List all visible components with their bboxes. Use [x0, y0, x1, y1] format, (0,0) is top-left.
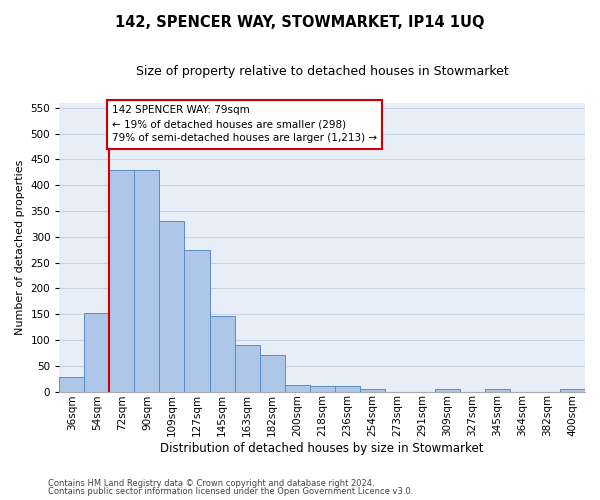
Bar	[184, 250, 209, 392]
Bar	[310, 386, 335, 392]
Text: Contains HM Land Registry data © Crown copyright and database right 2024.: Contains HM Land Registry data © Crown c…	[48, 478, 374, 488]
Bar	[335, 386, 360, 392]
Bar	[134, 170, 160, 392]
Bar	[160, 222, 184, 392]
Bar	[260, 356, 284, 392]
X-axis label: Distribution of detached houses by size in Stowmarket: Distribution of detached houses by size …	[160, 442, 484, 455]
Title: Size of property relative to detached houses in Stowmarket: Size of property relative to detached ho…	[136, 65, 509, 78]
Bar	[360, 389, 385, 392]
Bar	[485, 389, 510, 392]
Bar	[235, 345, 260, 392]
Text: 142 SPENCER WAY: 79sqm
← 19% of detached houses are smaller (298)
79% of semi-de: 142 SPENCER WAY: 79sqm ← 19% of detached…	[112, 106, 377, 144]
Bar	[560, 389, 585, 392]
Bar	[284, 385, 310, 392]
Text: 142, SPENCER WAY, STOWMARKET, IP14 1UQ: 142, SPENCER WAY, STOWMARKET, IP14 1UQ	[115, 15, 485, 30]
Bar	[435, 389, 460, 392]
Text: Contains public sector information licensed under the Open Government Licence v3: Contains public sector information licen…	[48, 487, 413, 496]
Bar	[59, 377, 85, 392]
Bar	[209, 316, 235, 392]
Y-axis label: Number of detached properties: Number of detached properties	[15, 160, 25, 335]
Bar	[109, 170, 134, 392]
Bar	[85, 312, 109, 392]
